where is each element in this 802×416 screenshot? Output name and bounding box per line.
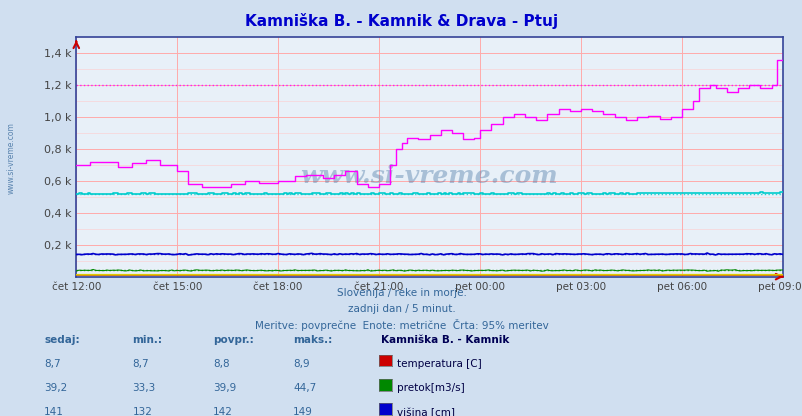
Text: Meritve: povprečne  Enote: metrične  Črta: 95% meritev: Meritve: povprečne Enote: metrične Črta:… bbox=[254, 319, 548, 331]
Text: pretok[m3/s]: pretok[m3/s] bbox=[397, 383, 464, 393]
Text: 8,9: 8,9 bbox=[293, 359, 310, 369]
Text: temperatura [C]: temperatura [C] bbox=[397, 359, 482, 369]
Text: 8,7: 8,7 bbox=[132, 359, 149, 369]
Text: 33,3: 33,3 bbox=[132, 383, 156, 393]
Text: min.:: min.: bbox=[132, 335, 162, 345]
Text: 8,8: 8,8 bbox=[213, 359, 229, 369]
Text: povpr.:: povpr.: bbox=[213, 335, 253, 345]
Text: sedaj:: sedaj: bbox=[44, 335, 79, 345]
Text: Kamniška B. - Kamnik & Drava - Ptuj: Kamniška B. - Kamnik & Drava - Ptuj bbox=[245, 13, 557, 29]
Text: 39,9: 39,9 bbox=[213, 383, 236, 393]
Text: www.si-vreme.com: www.si-vreme.com bbox=[301, 164, 557, 188]
Text: 39,2: 39,2 bbox=[44, 383, 67, 393]
Text: 132: 132 bbox=[132, 407, 152, 416]
Text: 142: 142 bbox=[213, 407, 233, 416]
Text: Kamniška B. - Kamnik: Kamniška B. - Kamnik bbox=[381, 335, 509, 345]
Text: 141: 141 bbox=[44, 407, 64, 416]
Text: višina [cm]: višina [cm] bbox=[397, 407, 455, 416]
Text: 44,7: 44,7 bbox=[293, 383, 316, 393]
Text: www.si-vreme.com: www.si-vreme.com bbox=[6, 122, 15, 194]
Text: 8,7: 8,7 bbox=[44, 359, 61, 369]
Text: 149: 149 bbox=[293, 407, 313, 416]
Text: zadnji dan / 5 minut.: zadnji dan / 5 minut. bbox=[347, 304, 455, 314]
Text: Slovenija / reke in morje.: Slovenija / reke in morje. bbox=[336, 288, 466, 298]
Text: maks.:: maks.: bbox=[293, 335, 332, 345]
